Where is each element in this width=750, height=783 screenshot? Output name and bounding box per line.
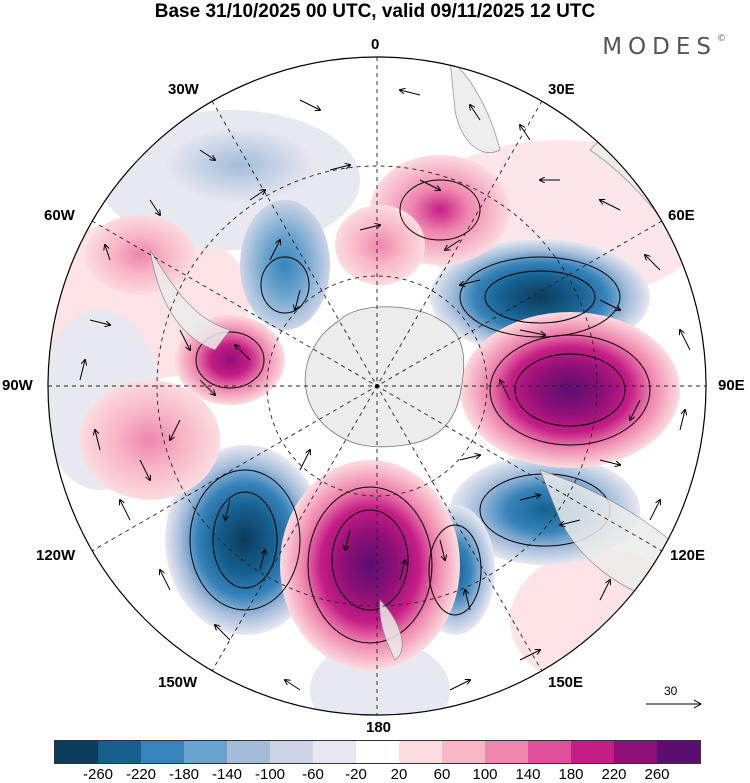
lon-label-150e: 150E (548, 674, 584, 691)
colorbar-tick-label: -140 (211, 766, 243, 783)
lon-label-90w: 90W (2, 377, 33, 394)
colorbar-tick-label: 100 (472, 766, 498, 783)
colorbar-swatch (485, 741, 528, 763)
lon-label-150w: 150W (158, 674, 198, 691)
colorbar-tick-label: 20 (390, 766, 408, 783)
lon-label-90e: 90E (718, 377, 745, 394)
colorbar-tick-label: 180 (558, 766, 584, 783)
colorbar-swatch (313, 741, 356, 763)
colorbar-swatch (657, 741, 700, 763)
colorbar-swatch (528, 741, 571, 763)
colorbar-tick-label: 220 (601, 766, 627, 783)
colorbar-swatch (184, 741, 227, 763)
high-center-0 (335, 205, 425, 285)
colorbar-tick-label: 60 (433, 766, 451, 783)
colorbar-tick-label: 140 (515, 766, 541, 783)
lon-label-60w: 60W (44, 207, 75, 224)
brand-text: MODES (602, 34, 717, 60)
map-title: Base 31/10/2025 00 UTC, valid 09/11/2025… (154, 1, 596, 22)
low-center-40w (240, 200, 330, 330)
lon-label-60e: 60E (668, 207, 695, 224)
colorbar-swatch (55, 741, 98, 763)
copyright-mark: © (717, 34, 726, 44)
high-center-110w (80, 380, 220, 500)
south-pole-marker (375, 384, 379, 388)
colorbar-tick-label: -260 (82, 766, 114, 783)
colorbar-swatch (98, 741, 141, 763)
modes-logo: MODES© (602, 34, 726, 60)
lon-label-30w: 30W (168, 81, 199, 98)
colorbar-tick-label: -100 (254, 766, 286, 783)
colorbar-swatch (227, 741, 270, 763)
anomaly-field (48, 57, 706, 715)
colorbar-tick-label: -20 (345, 766, 367, 783)
vector-scale-label: 30 (664, 684, 678, 698)
map-border (47, 56, 707, 716)
colorbar-swatch (571, 741, 614, 763)
polar-map (47, 56, 707, 716)
colorbar-swatch (270, 741, 313, 763)
high-center-90e (460, 312, 680, 468)
lon-label-180: 180 (366, 719, 392, 736)
lon-label-120w: 120W (36, 547, 76, 564)
colorbar-swatch (399, 741, 442, 763)
colorbar-swatch (442, 741, 485, 763)
lon-label-0: 0 (371, 36, 380, 53)
high-center-60w (85, 215, 195, 295)
colorbar (54, 740, 701, 764)
colorbar-swatch (356, 741, 399, 763)
colorbar-tick-label: -180 (168, 766, 200, 783)
colorbar-swatch (141, 741, 184, 763)
colorbar-swatch (614, 741, 657, 763)
arrow-right-icon (646, 699, 703, 709)
lon-label-30e: 30E (548, 81, 575, 98)
colorbar-tick-label: -60 (302, 766, 324, 783)
high-center-165e (280, 460, 460, 670)
wind-vectors (79, 90, 691, 691)
colorbar-tick-label: -220 (125, 766, 157, 783)
antarctica-landmass (304, 306, 465, 448)
colorbar-tick-label: 260 (644, 766, 670, 783)
low-center-20w (165, 127, 315, 203)
lon-label-120e: 120E (670, 547, 706, 564)
